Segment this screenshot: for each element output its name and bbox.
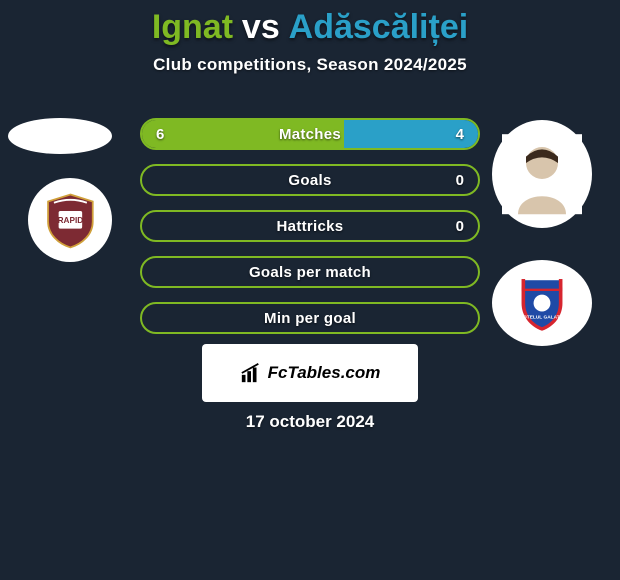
bar-chart-icon	[240, 362, 262, 384]
shield-icon: RAPID	[41, 191, 100, 250]
crest-icon: OTELUL GALATI	[507, 273, 577, 333]
stat-label: Matches	[279, 126, 341, 143]
watermark-text: FcTables.com	[268, 363, 381, 383]
stat-row: 6 Matches 4	[140, 118, 480, 150]
stat-value-right: 0	[456, 218, 464, 235]
stat-value-right: 0	[456, 172, 464, 189]
player2-club-badge: OTELUL GALATI	[492, 260, 592, 346]
stat-label: Goals	[288, 172, 331, 189]
stat-value-right: 4	[456, 126, 464, 143]
stat-row: Hattricks 0	[140, 210, 480, 242]
stat-label: Min per goal	[264, 310, 356, 327]
subtitle: Club competitions, Season 2024/2025	[0, 55, 620, 75]
date-label: 17 october 2024	[0, 412, 620, 432]
vs-text: vs	[242, 8, 280, 46]
person-icon	[502, 131, 582, 217]
svg-text:OTELUL GALATI: OTELUL GALATI	[523, 315, 562, 321]
player2-name: Adăscăliței	[289, 8, 469, 46]
stat-value-left: 6	[156, 126, 164, 143]
comparison-stats: 6 Matches 4 Goals 0 Hattricks 0 Goals per match…	[140, 118, 480, 348]
stat-row: Goals 0	[140, 164, 480, 196]
stat-label: Hattricks	[277, 218, 344, 235]
player1-club-badge: RAPID	[28, 178, 112, 262]
player1-name: Ignat	[152, 8, 233, 46]
stat-row: Min per goal	[140, 302, 480, 334]
player2-avatar	[492, 120, 592, 228]
stat-row: Goals per match	[140, 256, 480, 288]
player1-avatar	[8, 118, 112, 154]
page-title: Ignat vs Adăscăliței	[0, 0, 620, 47]
stat-label: Goals per match	[249, 264, 371, 281]
source-watermark: FcTables.com	[202, 344, 418, 402]
svg-text:RAPID: RAPID	[57, 215, 83, 224]
